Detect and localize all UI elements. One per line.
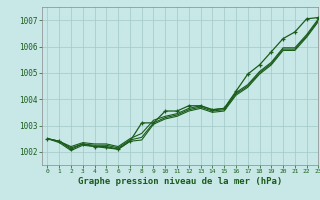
X-axis label: Graphe pression niveau de la mer (hPa): Graphe pression niveau de la mer (hPa) — [78, 177, 282, 186]
